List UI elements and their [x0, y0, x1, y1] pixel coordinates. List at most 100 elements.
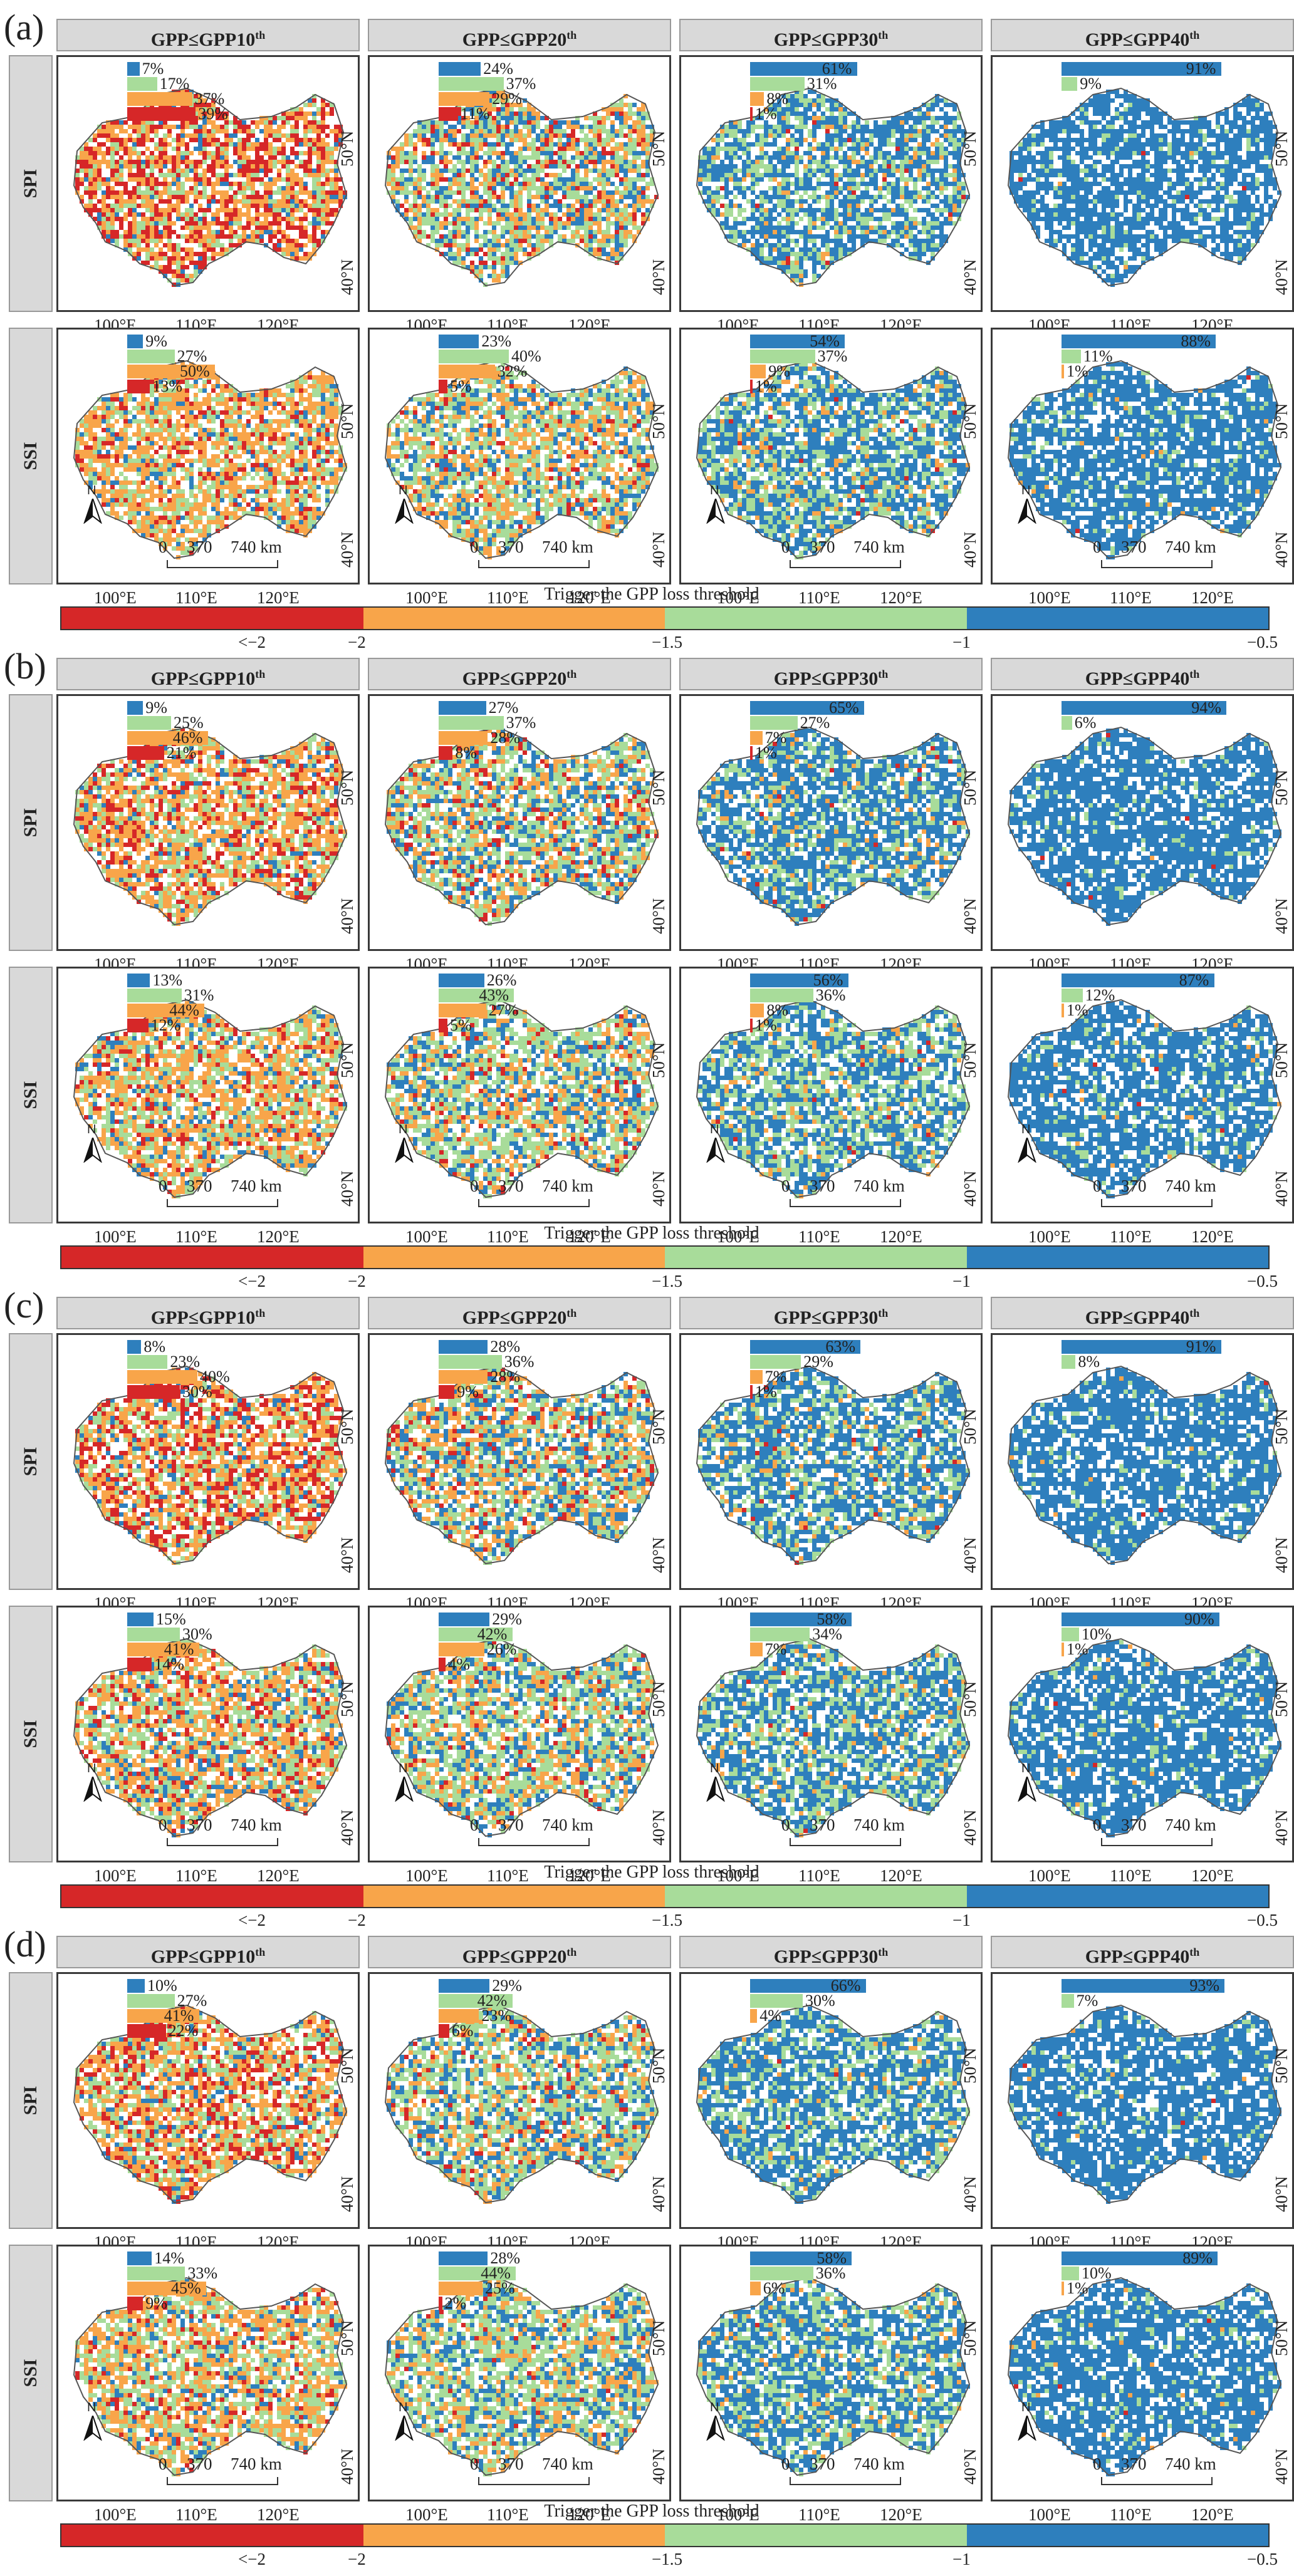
map-panel: 9% 25% 46% 21% 50°N 40°N: [56, 694, 360, 951]
scale-bar-line: [790, 560, 901, 568]
latitude-tick: 40°N: [1272, 1171, 1291, 1207]
row-label-text: SPI: [20, 1447, 41, 1477]
map-panel: 29% 42% 26% 4% 50°N 40°N N 0 370 740 km: [368, 1606, 671, 1862]
percent-label: 40%: [511, 348, 541, 365]
percent-label: 37%: [195, 91, 225, 107]
map-pixels: [75, 2279, 347, 2476]
column-header: GPP≤GPP20th: [368, 658, 671, 690]
percent-bar: [127, 365, 215, 378]
latitude-tick: 50°N: [961, 1409, 980, 1445]
percent-bar: [439, 380, 447, 393]
scale-bar-label: 0: [1093, 2454, 1102, 2474]
map-panel: 23% 40% 32% 5% 50°N 40°N N 0 370 740 km: [368, 328, 671, 584]
north-arrow-icon: N: [1018, 1762, 1036, 1802]
row-label: SSI: [9, 328, 53, 584]
map-pixels: [1010, 362, 1281, 559]
percent-label: 44%: [169, 1002, 199, 1019]
scale-bar-label: 740 km: [231, 2454, 282, 2474]
choropleth-map: [696, 726, 971, 926]
percent-label: 27%: [489, 1002, 519, 1019]
percent-bar: [1062, 701, 1227, 715]
colorbar-segment: [665, 2525, 967, 2546]
column-header-text: GPP≤GPP30: [774, 1946, 878, 1967]
region-outline: [696, 2004, 971, 2204]
percent-label: 28%: [490, 2250, 520, 2267]
column-header-sup: th: [566, 1307, 577, 1319]
percent-label: 28%: [490, 1369, 520, 1385]
percent-bar: [439, 1979, 490, 1993]
north-arrow-shape: [395, 2416, 414, 2441]
column-header-sup: th: [255, 668, 265, 680]
colorbar-label: −1.5: [652, 1911, 682, 1930]
scale-bar-label: 740 km: [1165, 1176, 1216, 1196]
scale-bar-label: 0: [1093, 1815, 1102, 1835]
colorbar-label: −0.5: [1247, 633, 1278, 652]
percent-bar: [750, 2009, 758, 2023]
map-panel: 90% 10% 1% 50°N 40°N N 0 370 740 km: [991, 1606, 1294, 1862]
percent-label: 29%: [803, 1354, 833, 1370]
north-arrow-icon: N: [1018, 1123, 1036, 1163]
colorbar: [60, 1884, 1270, 1908]
longitude-tick: 110°E: [798, 1227, 840, 1247]
colorbar: [60, 1245, 1270, 1269]
percent-label: 27%: [800, 715, 830, 731]
longitude-tick: 100°E: [717, 1866, 759, 1886]
scale-bar-line: [478, 1199, 590, 1207]
percent-label: 58%: [817, 2250, 847, 2267]
percent-bar: [750, 1613, 852, 1626]
region-outline: [384, 726, 659, 926]
percent-label: 8%: [766, 1002, 788, 1019]
percent-bar: [1062, 335, 1216, 348]
latitude-tick: 40°N: [1272, 1537, 1291, 1573]
longitude-tick: 100°E: [405, 1227, 448, 1247]
map-panel: 58% 34% 7% 50°N 40°N N 0 370 740 km: [679, 1606, 983, 1862]
latitude-tick: 40°N: [338, 1537, 357, 1573]
percent-label: 11%: [1083, 348, 1113, 365]
north-label: N: [87, 1762, 96, 1776]
latitude-tick: 50°N: [961, 131, 980, 167]
map-panel: 54% 37% 9% 1% 50°N 40°N N 0 370 740 km: [679, 328, 983, 584]
percent-label: 37%: [818, 348, 848, 365]
percent-label: 89%: [1182, 2250, 1213, 2267]
north-arrow-icon: N: [1018, 484, 1036, 524]
column-header: GPP≤GPP40th: [991, 1936, 1294, 1968]
percent-bar: [127, 1628, 180, 1641]
region-outline: [1007, 726, 1282, 926]
scale-bar-label: 740 km: [1165, 1815, 1216, 1835]
latitude-tick: 40°N: [338, 259, 357, 295]
longitude-tick: 100°E: [94, 2505, 137, 2525]
trigger-label: Trigger the GPP loss threshold: [464, 2501, 840, 2521]
longitude-tick: 120°E: [880, 588, 922, 608]
row-label-text: SSI: [20, 2359, 41, 2387]
percent-bar: [439, 974, 484, 987]
percent-label: 1%: [755, 106, 777, 122]
colorbar-label: <−2: [238, 2550, 266, 2569]
latitude-tick: 50°N: [338, 770, 357, 806]
region-outline: [1007, 1638, 1282, 1837]
latitude-tick: 40°N: [1272, 898, 1291, 934]
percent-label: 37%: [506, 715, 536, 731]
map-pixels: [75, 2007, 347, 2204]
region-outline: [1007, 360, 1282, 559]
region-outline: [73, 360, 348, 559]
percent-bar: [750, 716, 798, 730]
percent-bar: [750, 77, 805, 91]
latitude-tick: 50°N: [961, 2320, 980, 2356]
percent-bar: [127, 2024, 166, 2038]
colorbar-segment: [363, 1247, 665, 1268]
percent-bar: [750, 1643, 763, 1656]
colorbar-label: −2: [348, 2550, 366, 2569]
scale-bar-line: [478, 560, 590, 568]
longitude-tick: 100°E: [94, 1866, 137, 1886]
choropleth-map: [696, 2004, 971, 2204]
scale-bar-label: 370: [1121, 538, 1147, 557]
longitude-tick: 110°E: [1110, 1866, 1152, 1886]
percent-bar: [750, 107, 753, 121]
percent-bar: [439, 1994, 513, 2008]
row-label: SPI: [9, 1972, 53, 2229]
percent-label: 61%: [822, 61, 852, 77]
choropleth-map: [73, 2277, 348, 2476]
row-label-text: SSI: [20, 442, 41, 470]
north-label: N: [1021, 1762, 1030, 1776]
longitude-tick: 110°E: [175, 588, 217, 608]
